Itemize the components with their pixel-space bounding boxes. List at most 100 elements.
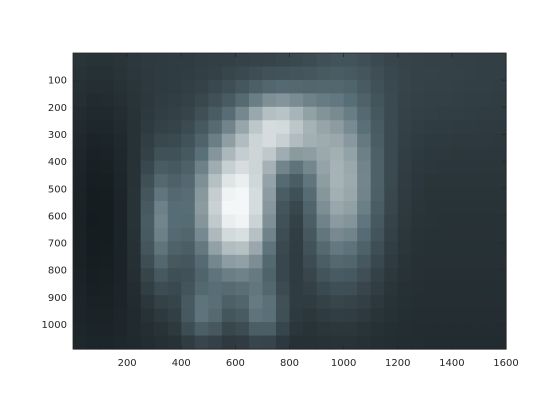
heatmap-cell: [100, 66, 115, 81]
heatmap-cell: [384, 106, 399, 121]
heatmap-cell: [343, 295, 358, 310]
heatmap-cell: [303, 295, 318, 310]
heatmap-cell: [73, 174, 88, 189]
heatmap-cell: [140, 281, 155, 296]
heatmap-cell: [424, 322, 439, 337]
heatmap-cell: [235, 308, 250, 323]
heatmap-cell: [478, 187, 494, 202]
heatmap-cell: [86, 308, 101, 323]
heatmap-cell: [478, 322, 494, 337]
heatmap-cell: [127, 335, 142, 350]
heatmap-cell: [181, 133, 196, 148]
heatmap-cell: [343, 227, 358, 242]
heatmap-cell: [492, 187, 507, 202]
heatmap-cell: [289, 254, 304, 269]
heatmap-cell: [478, 214, 494, 229]
heatmap-cell: [73, 79, 88, 94]
heatmap-cell: [357, 241, 372, 256]
heatmap-cell: [194, 133, 209, 148]
heatmap-cell: [478, 201, 494, 216]
heatmap-cell: [397, 106, 412, 121]
heatmap-cell: [100, 187, 115, 202]
heatmap-cell: [86, 187, 101, 202]
x-tick-label: 1200: [385, 358, 410, 369]
heatmap-cell: [86, 160, 101, 175]
heatmap-cell: [316, 281, 331, 296]
heatmap-cell: [343, 160, 358, 175]
heatmap-cell: [194, 187, 209, 202]
heatmap-cell: [113, 227, 128, 242]
heatmap-cell: [86, 335, 101, 350]
heatmap-cell: [73, 201, 88, 216]
heatmap-cell: [357, 227, 372, 242]
heatmap-cell: [438, 201, 453, 216]
heatmap-cell: [438, 308, 453, 323]
heatmap-cell: [357, 201, 372, 216]
heatmap-cell: [492, 281, 507, 296]
heatmap-cell: [262, 308, 277, 323]
heatmap-cell: [303, 201, 318, 216]
heatmap-cell: [411, 335, 426, 350]
x-tick-label: 1000: [331, 358, 356, 369]
heatmap-cell: [208, 322, 223, 337]
heatmap-cell: [289, 120, 304, 135]
heatmap-cell: [289, 133, 304, 148]
heatmap-cell: [221, 147, 236, 162]
heatmap-cell: [492, 174, 507, 189]
heatmap-cell: [100, 268, 115, 283]
heatmap-cell: [181, 93, 196, 108]
heatmap-cell: [424, 281, 439, 296]
heatmap-cell: [343, 187, 358, 202]
heatmap-cell: [275, 281, 291, 296]
heatmap-cell: [492, 120, 507, 135]
heatmap-cell: [370, 147, 385, 162]
heatmap-cell: [127, 214, 142, 229]
heatmap-cell: [303, 133, 318, 148]
heatmap-cell: [73, 295, 88, 310]
heatmap-cell: [316, 308, 331, 323]
heatmap-cell: [167, 160, 182, 175]
heatmap-cell: [343, 120, 358, 135]
heatmap-cell: [100, 53, 115, 68]
heatmap-cell: [492, 335, 507, 350]
heatmap-cell: [181, 201, 196, 216]
heatmap-cell: [194, 147, 209, 162]
heatmap-cell: [343, 106, 358, 121]
heatmap-cell: [424, 268, 439, 283]
heatmap-cell: [343, 201, 358, 216]
heatmap-cell: [478, 93, 494, 108]
y-tick-label: 100: [48, 76, 67, 87]
heatmap-cell: [221, 295, 236, 310]
heatmap-cell: [478, 227, 494, 242]
heatmap-cell: [411, 147, 426, 162]
heatmap-cell: [343, 53, 358, 68]
heatmap-cell: [411, 254, 426, 269]
heatmap-cell: [181, 268, 196, 283]
heatmap-cell: [140, 79, 155, 94]
heatmap-cell: [316, 295, 331, 310]
heatmap-cell: [248, 281, 264, 296]
heatmap-cell: [465, 227, 480, 242]
heatmap-cell: [316, 335, 331, 350]
heatmap-cell: [208, 241, 223, 256]
heatmap-cell: [357, 335, 372, 350]
heatmap-cell: [100, 93, 115, 108]
heatmap-cell: [154, 93, 169, 108]
heatmap-cell: [140, 53, 155, 68]
heatmap-cell: [478, 160, 494, 175]
heatmap-cell: [316, 201, 331, 216]
heatmap-cell: [316, 133, 331, 148]
heatmap-cell: [154, 227, 169, 242]
heatmap-cell: [100, 201, 115, 216]
heatmap-cell: [303, 268, 318, 283]
heatmap-cell: [411, 79, 426, 94]
heatmap-cell: [154, 160, 169, 175]
y-tick-label: 700: [48, 239, 67, 250]
heatmap-cell: [316, 322, 331, 337]
heatmap-cell: [492, 66, 507, 81]
heatmap-cell: [194, 214, 209, 229]
heatmap-cell: [86, 106, 101, 121]
heatmap-cell: [154, 79, 169, 94]
heatmap-cell: [330, 174, 345, 189]
heatmap-cell: [330, 120, 345, 135]
